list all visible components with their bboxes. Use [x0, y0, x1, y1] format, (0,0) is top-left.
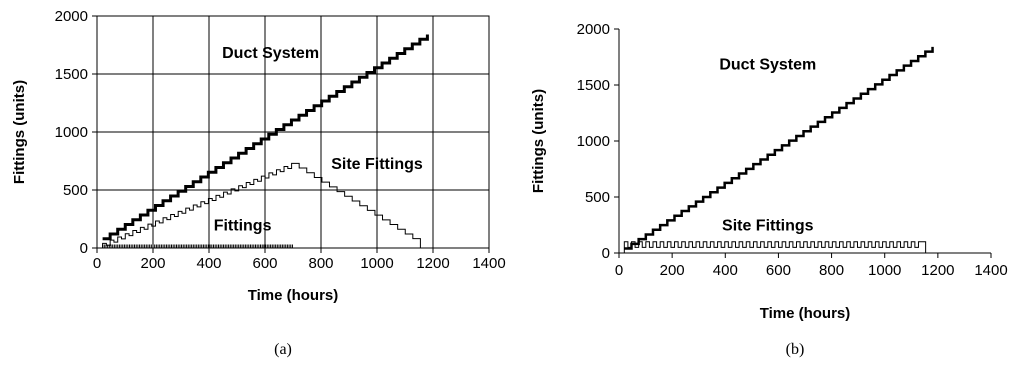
y-tick-label: 0: [80, 240, 88, 257]
x-tick-label: 600: [766, 262, 791, 279]
x-tick-label: 800: [819, 262, 844, 279]
panel-caption: (a): [274, 341, 292, 358]
series-line-site-fittings: [102, 162, 421, 248]
series-annotation: Fittings: [214, 218, 272, 235]
y-axis-title: Fittings (units): [11, 80, 28, 184]
x-axis-title: Time (hours): [760, 305, 851, 322]
series-line-duct-system: [102, 34, 429, 241]
series-annotation: Site Fittings: [331, 156, 423, 173]
series-annotation: Site Fittings: [722, 218, 814, 235]
series-line-site-fittings: [623, 241, 927, 253]
y-tick-label: 1500: [55, 66, 88, 83]
x-tick-label: 200: [140, 255, 165, 272]
y-tick-label: 2000: [55, 8, 88, 25]
y-tick-label: 1000: [577, 133, 610, 150]
x-tick-label: 1000: [868, 262, 901, 279]
series-annotation: Duct System: [222, 45, 319, 62]
x-tick-label: 1200: [921, 262, 954, 279]
y-tick-label: 0: [602, 245, 610, 262]
x-tick-label: 0: [615, 262, 623, 279]
y-tick-label: 1000: [55, 124, 88, 141]
y-tick-label: 2000: [577, 21, 610, 38]
series-line-duct-system: [624, 46, 934, 250]
y-tick-label: 1500: [577, 77, 610, 94]
x-tick-label: 1400: [472, 255, 505, 272]
x-tick-label: 800: [308, 255, 333, 272]
x-tick-label: 400: [713, 262, 738, 279]
y-axis-title: Fittings (units): [530, 89, 547, 193]
chart-panel-a: 0 200 400 600 800 1000 1200 1400 0 500 1000 1500 200…: [11, 8, 506, 358]
x-axis-title: Time (hours): [248, 287, 339, 304]
x-tick-label: 600: [252, 255, 277, 272]
x-tick-label: 400: [196, 255, 221, 272]
panel-caption: (b): [786, 341, 805, 358]
x-tick-label: 1200: [416, 255, 449, 272]
y-tick-label: 500: [63, 182, 88, 199]
series-annotation: Duct System: [719, 56, 816, 73]
x-tick-label: 0: [93, 255, 101, 272]
chart-panel-b: 0 200 400 600 800 1000 1200 1400 0 500 1000 1500 200…: [530, 21, 1008, 358]
x-tick-label: 1000: [360, 255, 393, 272]
x-tick-label: 1400: [974, 262, 1007, 279]
y-tick-label: 500: [585, 189, 610, 206]
series-line-fittings: [102, 244, 293, 248]
x-tick-label: 200: [660, 262, 685, 279]
